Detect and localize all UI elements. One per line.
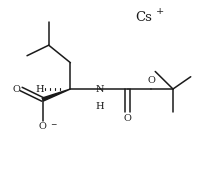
Text: Cs: Cs (135, 11, 152, 24)
Polygon shape (42, 89, 70, 101)
Text: O: O (124, 114, 132, 122)
Text: +: + (156, 7, 164, 16)
Text: O: O (12, 85, 20, 93)
Text: H: H (35, 85, 44, 93)
Text: O: O (147, 76, 155, 85)
Text: O: O (39, 122, 47, 131)
Text: H: H (96, 102, 104, 111)
Text: N: N (96, 85, 104, 93)
Text: −: − (50, 121, 56, 129)
